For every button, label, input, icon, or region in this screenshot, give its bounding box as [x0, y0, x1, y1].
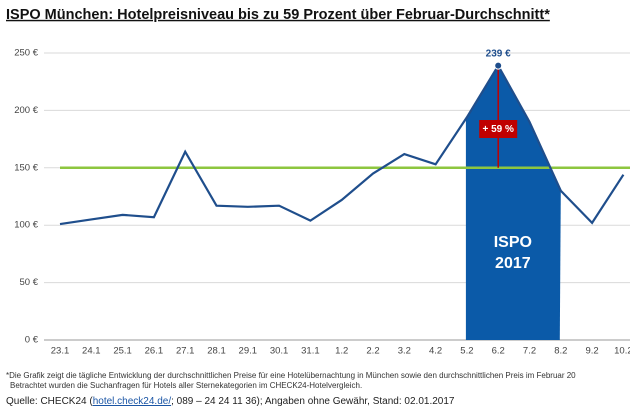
- increase-label: + 59 %: [482, 124, 514, 135]
- y-tick-label: 0 €: [25, 335, 39, 346]
- x-tick-label: 9.2: [585, 346, 598, 357]
- x-tick-label: 28.1: [207, 346, 226, 357]
- x-tick-label: 2.2: [366, 346, 379, 357]
- x-tick-label: 24.1: [82, 346, 101, 357]
- chart-title: ISPO München: Hotelpreisniveau bis zu 59…: [6, 7, 550, 23]
- x-tick-label: 26.1: [145, 346, 164, 357]
- x-tick-label: 7.2: [523, 346, 536, 357]
- x-tick-label: 4.2: [429, 346, 442, 357]
- source-link[interactable]: hotel.check24.de/: [93, 396, 172, 407]
- x-tick-label: 1.2: [335, 346, 348, 357]
- x-tick-label: 23.1: [51, 346, 70, 357]
- x-tick-label: 27.1: [176, 346, 195, 357]
- source: Quelle: CHECK24 (hotel.check24.de/; 089 …: [6, 396, 455, 407]
- y-tick-label: 100 €: [14, 220, 38, 231]
- event-label: ISPO: [494, 234, 532, 251]
- event-area: [465, 65, 561, 341]
- x-tick-label: 5.2: [460, 346, 473, 357]
- x-tick-label: 6.2: [492, 346, 505, 357]
- x-tick-label: 3.2: [398, 346, 411, 357]
- footnote: *Die Grafik zeigt die tägliche Entwicklu…: [6, 371, 576, 380]
- y-tick-label: 200 €: [14, 105, 38, 116]
- peak-label: 239 €: [486, 48, 511, 59]
- x-tick-label: 25.1: [113, 346, 132, 357]
- x-tick-label: 8.2: [554, 346, 567, 357]
- event-label: 2017: [495, 255, 531, 272]
- x-tick-label: 10.2: [614, 346, 630, 357]
- peak-point: [494, 61, 503, 70]
- footnote: Betrachtet wurden die Suchanfragen für H…: [10, 381, 362, 390]
- source-text: ; 089 – 24 24 11 36); Angaben ohne Gewäh…: [171, 396, 455, 407]
- x-tick-label: 31.1: [301, 346, 320, 357]
- x-tick-label: 29.1: [239, 346, 258, 357]
- increase-box: [479, 120, 518, 138]
- data-line: [59, 63, 625, 226]
- y-tick-label: 50 €: [20, 277, 39, 288]
- source-text: Quelle: CHECK24 (: [6, 396, 93, 407]
- x-tick-label: 30.1: [270, 346, 289, 357]
- y-tick-label: 250 €: [14, 48, 38, 59]
- y-tick-label: 150 €: [14, 162, 38, 173]
